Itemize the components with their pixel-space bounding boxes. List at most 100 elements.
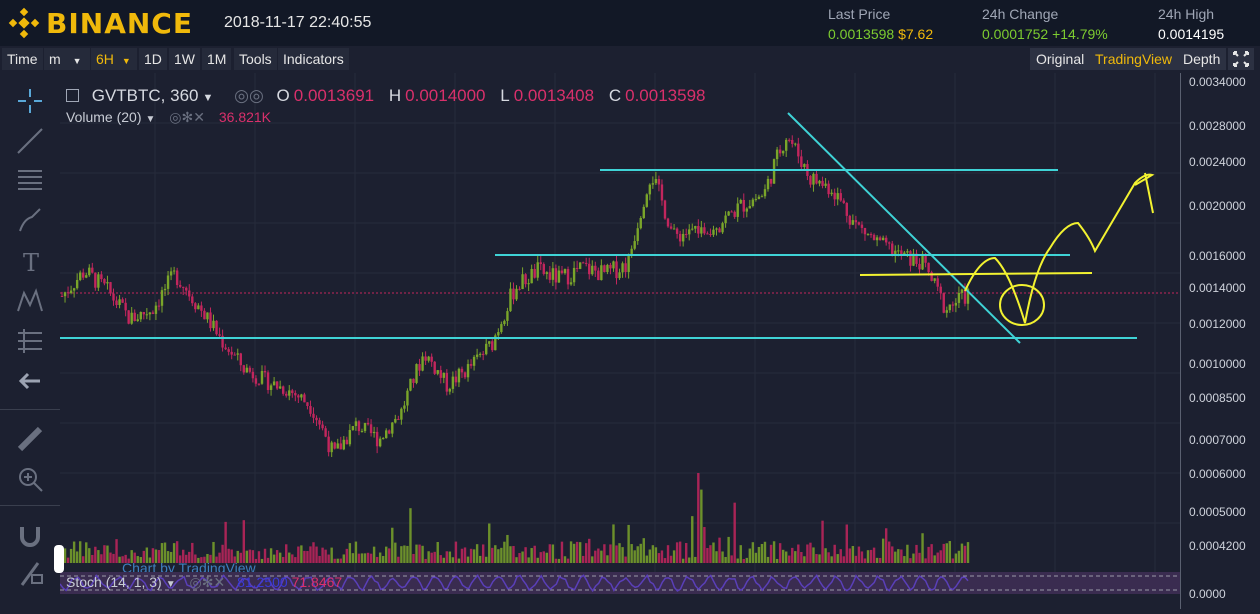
volume-bar [178,555,182,563]
candle-body [730,211,733,213]
price-chart-svg[interactable] [60,73,1180,609]
volume-bar [251,550,255,563]
original-view-button[interactable]: Original [1030,48,1091,70]
volume-bar [963,545,967,563]
volume-bar [372,546,376,563]
volume-bar [191,542,194,563]
candle-body [942,293,945,313]
stoch-value-k: 81.2500 [237,574,288,590]
interval-1d-button[interactable]: 1D [139,48,167,70]
minute-interval-label: m [49,51,61,67]
candle-body [245,367,249,373]
price-tick: 0.0005000 [1189,505,1246,519]
stoch-settings-icon[interactable]: ◎✻✕ [189,574,226,590]
candle-body [272,381,276,386]
candle-body [394,418,397,423]
candle-body [572,267,576,283]
candle-body [891,243,894,256]
volume-bar [636,546,639,563]
collapse-icon[interactable] [66,89,79,102]
volume-bar [912,553,915,563]
time-button[interactable]: Time [2,48,43,70]
candle-body [260,371,264,384]
candle-body [948,304,952,311]
candle-body [660,184,664,201]
volume-bar [503,541,506,563]
volume-bar [900,549,903,563]
legend-settings-icon[interactable]: ◎◎ [234,86,264,105]
candle-body [412,378,415,383]
text-tool-icon[interactable]: T [14,245,46,277]
candle-body [385,430,388,439]
pattern-tool-icon[interactable] [14,285,46,317]
volume-label[interactable]: Volume (20) [66,109,142,125]
volume-bar [245,550,249,563]
symbol-label[interactable]: GVTBTC, 360 [91,86,199,105]
ruler-icon[interactable] [14,423,46,455]
candle-body [669,226,673,229]
crosshair-icon[interactable] [14,85,46,117]
volume-bar [824,548,827,563]
candle-body [854,220,858,223]
candle-body [251,371,255,379]
candle-body [881,237,885,241]
hour-interval-select[interactable]: 6H ▼ [91,48,137,70]
brush-icon[interactable] [14,205,46,237]
stoch-legend: Stoch (14, 1, 3) ▼ ◎✻✕ 81.2500 71.8467 [66,574,342,591]
volume-bar [539,552,542,563]
volume-bar [197,557,200,563]
candle-body [578,262,582,269]
candle-body [133,312,136,322]
volume-bar [909,558,912,563]
candle-body [209,312,212,329]
fullscreen-icon[interactable] [1228,48,1254,70]
candle-body [924,253,927,263]
candle-body [451,376,455,389]
scroll-handle[interactable] [54,545,64,573]
price-axis[interactable]: 0.0034000 0.0028000 0.0024000 0.0020000 … [1180,73,1260,609]
panel-divider [0,409,60,410]
volume-bar [488,523,491,563]
binance-logo[interactable]: BINANCE [8,6,193,40]
interval-1m-button[interactable]: 1M [202,48,232,70]
back-arrow-icon[interactable] [14,365,46,397]
candle-body [936,278,939,287]
candle-body [721,223,724,233]
volume-bar [685,543,688,563]
candle-body [839,193,842,201]
volume-bar [557,558,561,563]
magnet-icon[interactable] [14,519,46,551]
lock-drawing-icon[interactable] [14,557,46,589]
volume-bar [521,551,524,563]
volume-bar [575,541,579,563]
prediction-tool-icon[interactable] [14,325,46,357]
candle-body [909,251,912,266]
volume-bar [339,558,342,563]
candle-body [957,292,961,303]
volume-settings-icon[interactable]: ◎✻✕ [169,109,205,125]
volume-bar [548,544,552,563]
candle-body [512,288,515,300]
volume-bar [572,543,576,563]
volume-bar [451,557,455,563]
minute-interval-select[interactable]: m ▼ [44,48,90,70]
candle-body [142,312,146,315]
fib-lines-icon[interactable] [14,165,46,197]
stoch-label[interactable]: Stoch (14, 1, 3) [66,574,162,590]
tools-button[interactable]: Tools [234,48,277,70]
volume-bar [118,556,121,563]
volume-bar [897,549,900,563]
candle-body [300,394,303,398]
interval-1w-button[interactable]: 1W [169,48,200,70]
trend-line-icon[interactable] [14,125,46,157]
chart-canvas-area[interactable] [60,73,1180,609]
depth-view-button[interactable]: Depth [1177,48,1227,70]
volume-bar [718,537,721,563]
volume-bar [288,552,291,563]
indicators-button[interactable]: Indicators [278,48,349,70]
volume-bar [94,546,97,563]
candle-body [212,320,215,329]
tradingview-view-button[interactable]: TradingView [1089,48,1179,70]
candle-body [363,422,367,432]
zoom-in-icon[interactable] [14,463,46,495]
